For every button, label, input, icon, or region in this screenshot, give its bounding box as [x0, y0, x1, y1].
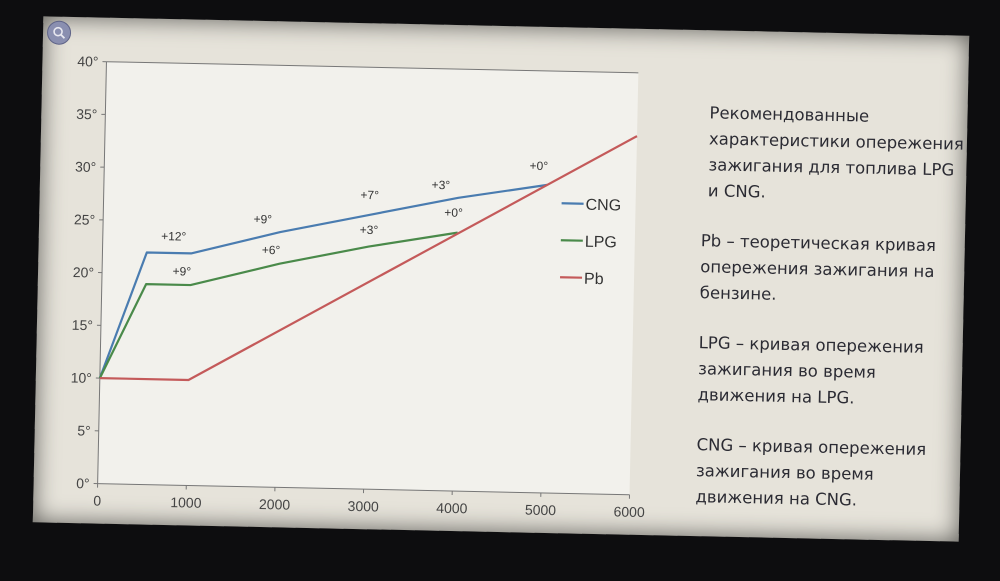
y-tick-label: 40° — [77, 53, 99, 69]
ignition-chart: 0° 5° 10° 15° 20° 25° 30° 35° 40° 0 1000 2000 3000 4… — [71, 53, 646, 520]
x-tick-label: 5000 — [525, 502, 557, 519]
description-paragraph-4: CNG – кривая опережения зажигания во вре… — [695, 435, 927, 510]
series-line-lpg — [98, 231, 458, 379]
y-tick-label: 10° — [71, 370, 93, 386]
annotation-label: +0° — [444, 206, 463, 220]
top-border-line — [106, 61, 639, 74]
x-tick-label: 4000 — [436, 500, 468, 517]
y-tick-label: 15° — [72, 317, 94, 333]
x-tick-label: 2000 — [259, 496, 291, 513]
magnifier-icon[interactable] — [46, 20, 72, 45]
annotation-label: +12° — [161, 229, 187, 244]
description-paragraph-3: LPG – кривая опережения зажигания во вре… — [697, 333, 924, 408]
series-line-pb — [99, 135, 638, 382]
y-tick-label: 5° — [77, 422, 91, 438]
description-paragraph-1: Рекомендованные характеристики опережени… — [707, 103, 964, 202]
y-tick-label: 35° — [76, 106, 98, 122]
annotation-label: +7° — [360, 188, 379, 202]
y-tick-label: 30° — [75, 159, 97, 175]
description-paragraph-2: Pb – теоретическая кривая опережения заж… — [699, 231, 937, 304]
x-tick-label: 6000 — [613, 503, 645, 520]
annotation-label: +3° — [360, 223, 379, 237]
annotation-label: +9° — [253, 212, 272, 226]
annotation-label: +0° — [529, 159, 548, 173]
annotation-label: +6° — [262, 243, 281, 257]
annotation-label: +9° — [173, 264, 192, 278]
legend-label-cng: CNG — [585, 197, 621, 215]
annotation-label: +3° — [432, 178, 451, 192]
legend-label-lpg: LPG — [585, 234, 617, 252]
y-tick-label: 0° — [76, 475, 90, 491]
x-tick-label: 0 — [93, 493, 101, 509]
plot-area — [97, 61, 639, 495]
series-line-cng — [98, 183, 548, 379]
description-panel: Рекомендованные характеристики опережени… — [695, 100, 966, 539]
x-tick-label: 3000 — [347, 498, 379, 515]
y-tick-label: 25° — [74, 211, 96, 227]
y-tick-label: 20° — [73, 264, 95, 280]
screen: 0° 5° 10° 15° 20° 25° 30° 35° 40° 0 1000 2000 3000 4… — [32, 16, 970, 542]
x-tick-label: 1000 — [170, 494, 202, 511]
legend-label-pb: Pb — [584, 271, 604, 288]
